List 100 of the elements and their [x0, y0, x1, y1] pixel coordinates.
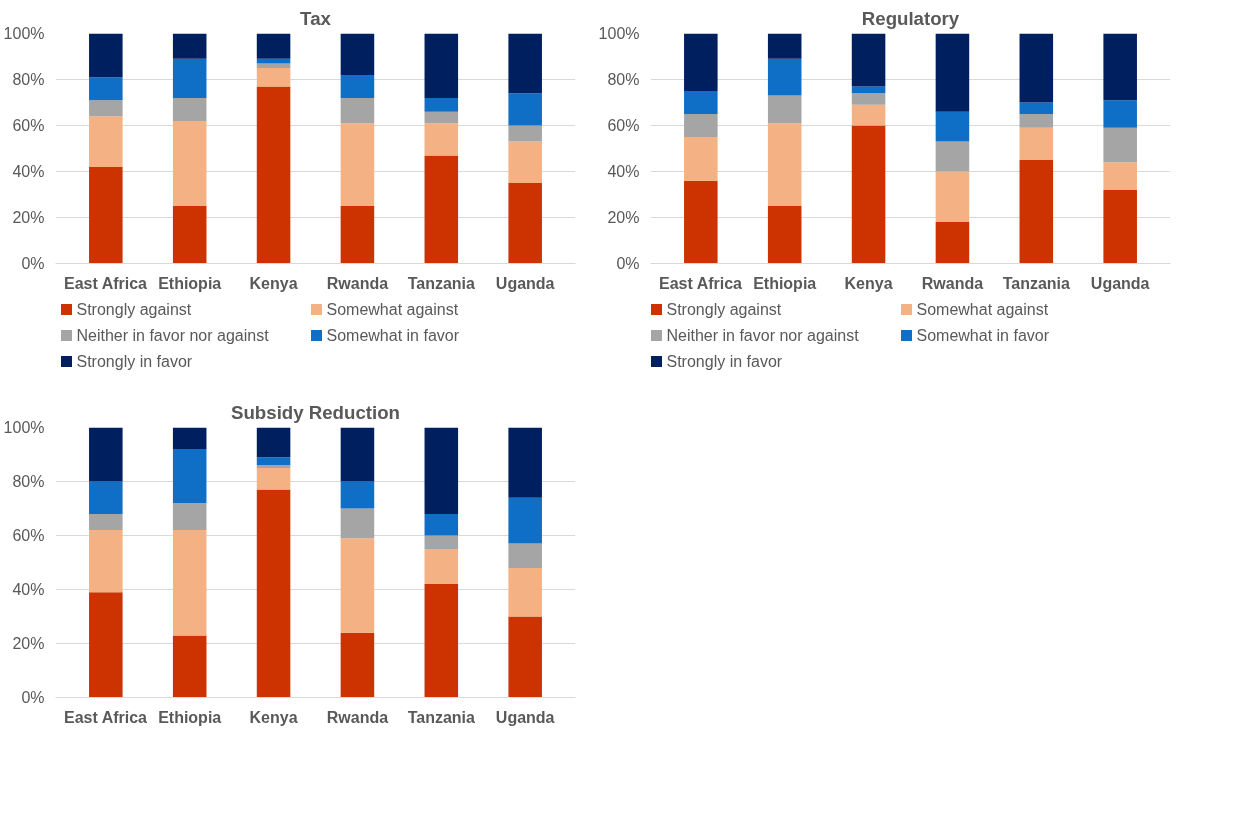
bar	[767, 123, 802, 206]
bar	[256, 33, 291, 59]
bar	[256, 465, 291, 468]
bar	[172, 120, 207, 206]
bar	[256, 489, 291, 698]
y-tick-label: 60%	[12, 117, 45, 134]
bar	[89, 166, 123, 264]
x-tick-label: Kenya	[844, 274, 893, 292]
y-tick-label: 80%	[607, 71, 640, 88]
x-tick-label: East Africa	[659, 274, 743, 292]
x-tick-label: Tanzania	[407, 708, 476, 726]
bar	[340, 538, 375, 633]
bar	[508, 33, 542, 94]
bar	[424, 33, 459, 98]
bar	[89, 481, 123, 514]
legend-label: Strongly in favor	[666, 353, 783, 370]
bar	[424, 155, 459, 264]
bar	[340, 123, 375, 206]
legend-label: Somewhat in favor	[326, 327, 460, 344]
bar	[684, 114, 718, 137]
bar	[424, 584, 459, 698]
bar	[935, 222, 970, 264]
x-tick-label: Tanzania	[1002, 274, 1071, 292]
bar	[851, 86, 886, 94]
y-tick-label: 20%	[12, 635, 45, 652]
bar	[508, 543, 542, 568]
legend-label: Somewhat in favor	[916, 327, 1050, 344]
bar	[508, 497, 542, 544]
y-tick-label: 0%	[616, 255, 640, 272]
bar	[508, 93, 542, 126]
x-tick-label: Rwanda	[921, 274, 984, 292]
legend-label: Neither in favor nor against	[76, 327, 270, 344]
y-tick-label: 20%	[607, 209, 640, 226]
bar	[767, 33, 802, 59]
bar	[684, 33, 718, 91]
bar	[851, 104, 886, 126]
bar	[172, 635, 207, 698]
x-tick-label: Rwanda	[326, 274, 389, 292]
chart-title: Subsidy Reduction	[231, 401, 400, 423]
y-tick-label: 0%	[21, 689, 45, 706]
bar	[767, 95, 802, 124]
legend-label: Strongly against	[666, 301, 782, 318]
bar	[340, 508, 375, 539]
bar	[767, 58, 802, 96]
x-tick-label: Ethiopia	[753, 274, 817, 292]
chart-title: Tax	[300, 7, 332, 29]
bar	[424, 123, 459, 156]
bar	[89, 513, 123, 531]
bar	[1019, 33, 1054, 103]
x-tick-label: Uganda	[1090, 274, 1150, 292]
bar	[424, 549, 459, 585]
bar	[508, 125, 542, 142]
legend-label: Strongly in favor	[76, 353, 193, 370]
bar	[89, 530, 123, 593]
bar	[172, 449, 207, 504]
bar	[851, 125, 886, 264]
bar	[424, 513, 459, 536]
bar	[508, 567, 542, 617]
bar	[172, 530, 207, 636]
x-tick-label: Kenya	[249, 274, 298, 292]
x-tick-label: Ethiopia	[158, 274, 222, 292]
bar	[256, 68, 291, 87]
bar	[1019, 102, 1054, 114]
bar	[256, 457, 291, 466]
y-tick-label: 80%	[12, 473, 45, 490]
y-tick-label: 0%	[21, 255, 45, 272]
bar	[424, 427, 459, 514]
bar	[1019, 114, 1054, 128]
bar	[89, 116, 123, 167]
bar	[89, 33, 123, 78]
bar	[172, 427, 207, 450]
bar	[172, 503, 207, 531]
chart-title: Regulatory	[861, 7, 960, 29]
bar	[684, 137, 718, 181]
bar	[1019, 160, 1054, 264]
bar	[340, 632, 375, 698]
y-tick-label: 100%	[3, 25, 45, 42]
x-tick-label: East Africa	[64, 708, 148, 726]
x-tick-label: East Africa	[64, 274, 148, 292]
y-tick-label: 40%	[12, 581, 45, 598]
bar	[89, 77, 123, 101]
bar	[935, 33, 970, 112]
bar	[935, 171, 970, 223]
bar	[935, 111, 970, 142]
bar	[851, 93, 886, 105]
bar	[1103, 33, 1137, 101]
bar	[256, 427, 291, 458]
x-tick-label: Uganda	[495, 274, 555, 292]
bar	[684, 180, 718, 264]
legend-label: Neither in favor nor against	[666, 327, 860, 344]
x-tick-label: Rwanda	[326, 708, 389, 726]
legend-label: Somewhat against	[326, 301, 459, 318]
bar	[508, 183, 542, 264]
y-tick-label: 20%	[12, 209, 45, 226]
bar	[172, 206, 207, 264]
bar	[89, 592, 123, 698]
bar	[340, 427, 375, 482]
bar	[684, 91, 718, 114]
bar	[851, 33, 886, 87]
y-tick-label: 80%	[12, 71, 45, 88]
